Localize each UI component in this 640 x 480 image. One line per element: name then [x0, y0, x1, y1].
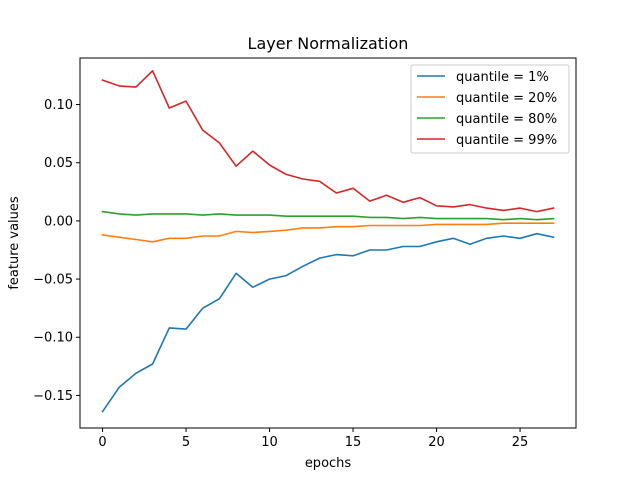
y-tick-label: −0.10 — [33, 331, 73, 346]
legend-label: quantile = 20% — [456, 91, 557, 106]
x-tick-label: 20 — [428, 435, 445, 450]
series-line-3 — [101, 70, 555, 213]
y-tick-label: 0.10 — [44, 98, 73, 113]
x-tick-label: 10 — [261, 435, 278, 450]
legend-label: quantile = 80% — [456, 112, 557, 127]
series-line-2 — [101, 210, 555, 221]
y-tick-label: −0.05 — [33, 273, 73, 288]
x-tick-label: 0 — [98, 435, 106, 450]
x-tick-label: 5 — [182, 435, 190, 450]
plot-frame — [79, 57, 577, 429]
x-tick-label: 15 — [345, 435, 362, 450]
series-line-1 — [101, 222, 555, 243]
y-tick-label: 0.05 — [44, 156, 73, 171]
x-tick-label: 25 — [512, 435, 529, 450]
chart-title: Layer Normalization — [248, 34, 409, 53]
ticks-layer: 0 5 10 15 20 25 −0.15 −0.10 −0.05 0.00 0.05 0.10 — [33, 98, 528, 450]
legend: quantile = 1% quantile = 20% quantile = 80… — [410, 64, 570, 154]
legend-label: quantile = 1% — [456, 70, 549, 85]
series-line-0 — [101, 232, 555, 413]
x-axis-label: epochs — [305, 456, 352, 471]
y-axis-label: feature values — [7, 196, 22, 290]
legend-box — [410, 64, 570, 154]
series-layer — [101, 70, 555, 413]
legend-label: quantile = 99% — [456, 133, 557, 148]
y-tick-label: 0.00 — [44, 214, 73, 229]
y-tick-label: −0.15 — [33, 389, 73, 404]
